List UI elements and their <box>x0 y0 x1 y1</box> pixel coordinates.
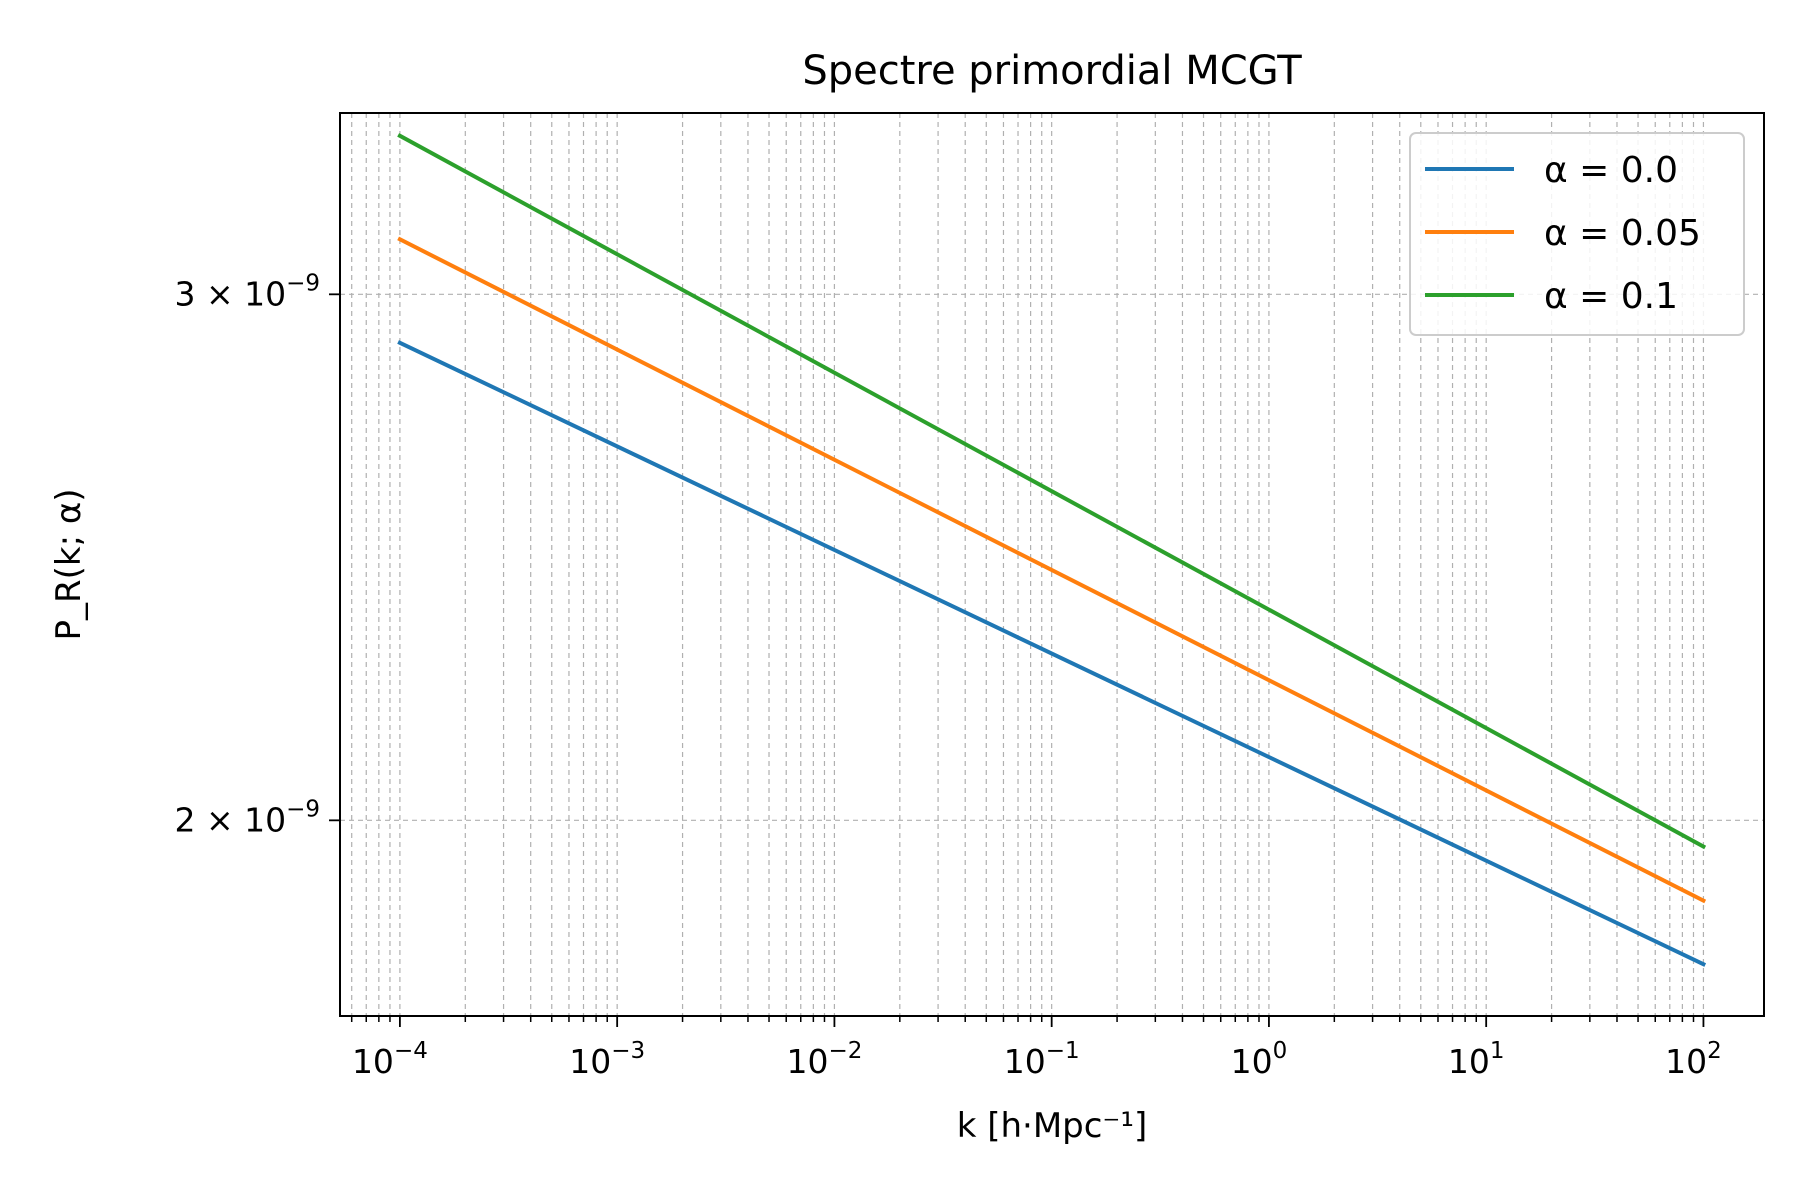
y-axis-ticks: 2 × 10−9 3 × 10−9 <box>174 270 340 839</box>
series-lines <box>397 133 1707 967</box>
x-tick-label: 10−3 <box>569 1038 645 1081</box>
y-axis-label: P_R(k; α) <box>49 488 89 640</box>
chart-title: Spectre primordial MCGT <box>802 48 1302 94</box>
series-line-2 <box>397 133 1707 850</box>
x-tick-label: 102 <box>1665 1038 1722 1081</box>
x-tick-label: 10−1 <box>1004 1038 1080 1081</box>
legend-label: α = 0.05 <box>1544 213 1701 254</box>
grid <box>340 113 1764 1016</box>
legend-label: α = 0.0 <box>1544 150 1678 191</box>
x-tick-label: 100 <box>1231 1038 1288 1081</box>
legend-box <box>1409 132 1745 336</box>
x-tick-label: 10−2 <box>786 1038 862 1081</box>
x-tick-label: 101 <box>1448 1038 1505 1081</box>
legend-label: α = 0.1 <box>1544 276 1678 317</box>
legend: α = 0.0 α = 0.05 α = 0.1 <box>1409 132 1745 336</box>
x-tick-label: 10−4 <box>352 1038 428 1081</box>
x-axis-label: k [h·Mpc⁻¹] <box>957 1106 1148 1146</box>
x-axis-ticks: 10−4 10−3 10−2 10−1 100 101 102 <box>350 1016 1722 1081</box>
y-tick-label: 3 × 10−9 <box>174 270 320 313</box>
series-line-0 <box>397 340 1707 967</box>
y-tick-label: 2 × 10−9 <box>174 796 320 839</box>
series-line-1 <box>397 236 1707 904</box>
